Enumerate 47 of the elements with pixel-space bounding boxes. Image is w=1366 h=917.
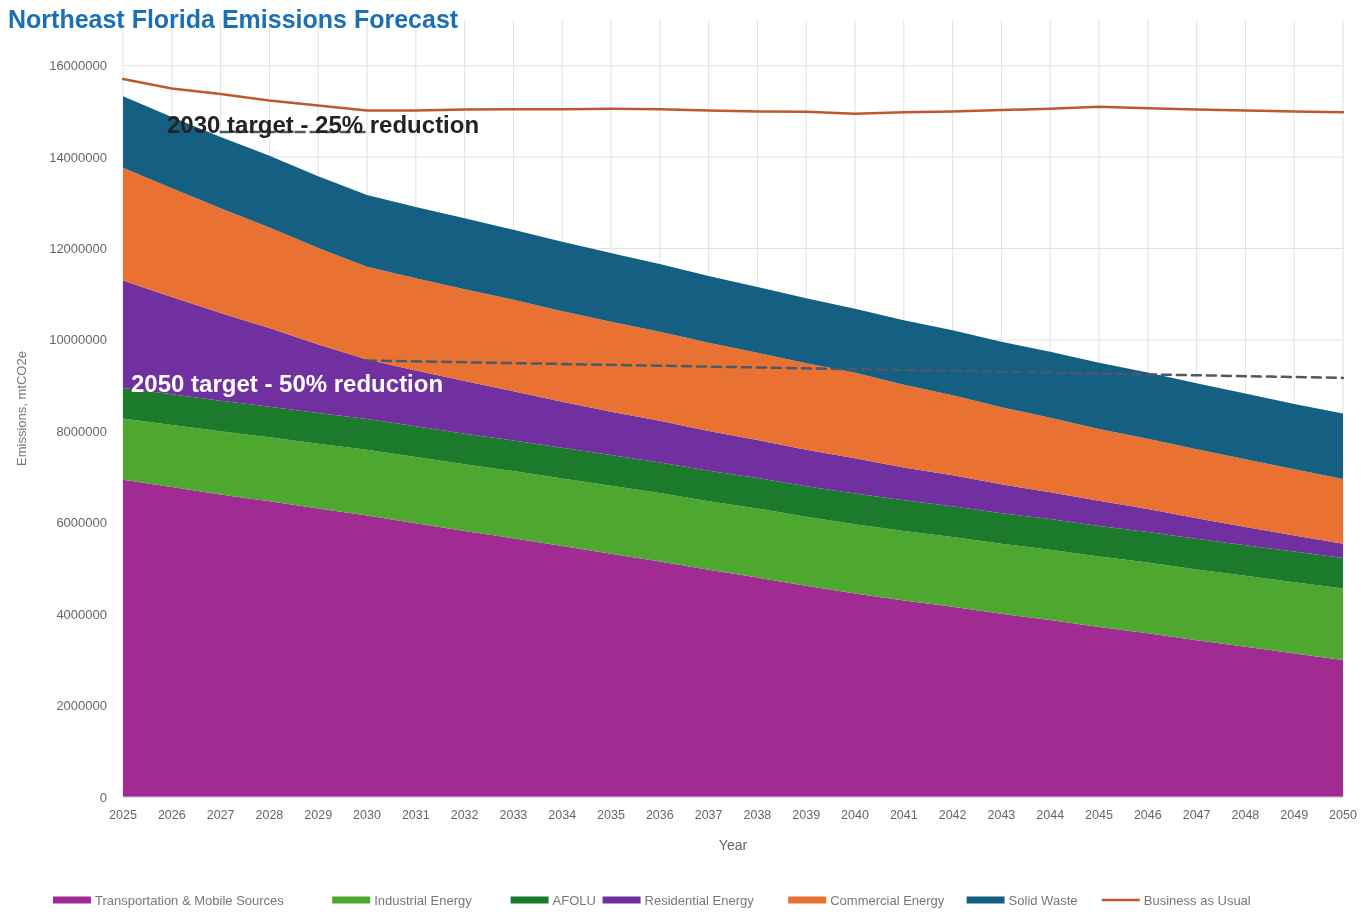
y-tick-label: 10000000	[49, 332, 107, 348]
legend-label: AFOLU	[552, 892, 596, 908]
x-tick-label: 2031	[401, 808, 430, 822]
x-axis-title: Year	[718, 837, 748, 853]
y-tick-label: 8000000	[56, 423, 107, 439]
x-tick-label: 2033	[499, 808, 528, 822]
legend-label: Transportation & Mobile Sources	[95, 892, 285, 908]
legend-label: Solid Waste	[1008, 892, 1078, 908]
x-tick-label: 2034	[548, 808, 577, 822]
x-tick-label: 2050	[1329, 808, 1357, 822]
x-tick-label: 2032	[450, 808, 479, 822]
line-series	[121, 77, 1345, 115]
x-tick-label: 2036	[645, 808, 674, 822]
y-tick-label: 4000000	[56, 606, 107, 622]
x-tick-label: 2040	[841, 808, 869, 822]
x-tick-label: 2028	[255, 808, 284, 822]
x-tick-label: 2049	[1280, 808, 1309, 822]
x-tick-label: 2027	[206, 808, 235, 822]
y-tick-label: 12000000	[49, 241, 107, 257]
x-tick-label: 2038	[743, 808, 772, 822]
x-tick-label: 2026	[157, 808, 186, 822]
y-tick-label: 0	[99, 789, 107, 805]
legend-label: Residential Energy	[644, 892, 755, 908]
x-tick-label: 2043	[987, 808, 1016, 822]
legend-label: Business as Usual	[1143, 892, 1251, 908]
y-tick-label: 14000000	[49, 149, 107, 165]
x-tick-label: 2048	[1231, 808, 1260, 822]
x-tick-label: 2030	[353, 808, 381, 822]
y-tick-label: 2000000	[56, 698, 107, 714]
x-tick-label: 2035	[597, 808, 625, 822]
y-tick-label: 16000000	[49, 58, 107, 74]
x-tick-label: 2044	[1036, 808, 1065, 822]
x-tick-label: 2025	[109, 808, 137, 822]
legend-label: Industrial Energy	[374, 892, 473, 908]
x-tick-label: 2047	[1182, 808, 1211, 822]
x-tick-label: 2039	[792, 808, 821, 822]
x-tick-label: 2029	[304, 808, 333, 822]
y-axis-title: Emissions, mtCO2e	[14, 351, 29, 466]
x-tick-label: 2045	[1085, 808, 1113, 822]
x-tick-label: 2046	[1133, 808, 1162, 822]
x-tick-label: 2041	[889, 808, 918, 822]
annotation: 2050 target - 50% reduction	[131, 370, 444, 397]
y-tick-label: 6000000	[56, 515, 107, 531]
chart-title: Northeast Florida Emissions Forecast	[8, 5, 459, 33]
x-tick-label: 2037	[694, 808, 723, 822]
legend-label: Commercial Energy	[830, 892, 945, 908]
x-tick-label: 2042	[938, 808, 967, 822]
